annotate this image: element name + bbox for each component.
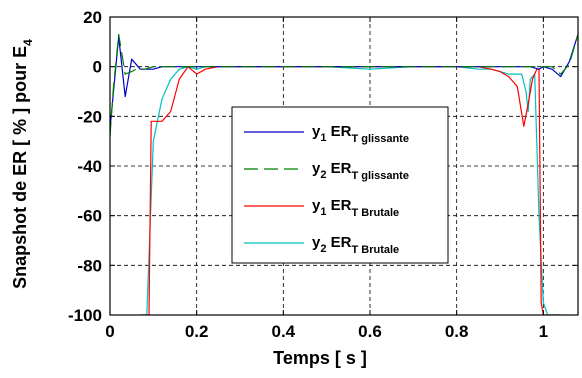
legend-label-var-sub: 1 [320, 132, 326, 144]
legend-label-var-sub: 2 [320, 169, 326, 181]
y-axis-label: Snapshot de ER [ % ] pour E4 [10, 39, 35, 289]
legend-label-er-sub: T Brutale [351, 244, 399, 256]
legend-label-er-sub: T glissante [351, 133, 408, 145]
y-axis-label-main: Snapshot de ER [ % ] pour E [10, 46, 30, 289]
legend-label-er: ER [326, 160, 351, 177]
legend-box [231, 106, 449, 264]
x-tick-label: 1 [539, 322, 548, 341]
y-tick-labels: 20 0 -20 -40 -60 -80 -100 [68, 8, 102, 325]
y-tick-label: 20 [83, 8, 102, 27]
x-tick-label: 0.4 [272, 322, 296, 341]
legend-label-3: y1 ERT Brutale [312, 197, 399, 219]
legend-label-er: ER [326, 123, 351, 140]
legend-label-var-sub: 2 [320, 243, 326, 255]
legend-label-var: y [312, 197, 321, 214]
x-tick-label: 0.2 [185, 322, 209, 341]
x-tick-label: 0.8 [445, 322, 469, 341]
legend-label-var: y [312, 160, 321, 177]
y-axis-label-subscript: 4 [21, 39, 35, 46]
legend-label-var: y [312, 123, 321, 140]
legend-label-er-sub: T glissante [351, 170, 408, 182]
legend-label-er: ER [326, 234, 351, 251]
legend-label-1: y1 ERT glissante [312, 123, 409, 145]
x-tick-label: 0 [105, 322, 114, 341]
y-tick-label: -80 [77, 256, 102, 275]
x-tick-label: 0.6 [358, 322, 382, 341]
plot-lines [110, 33, 578, 315]
y-tick-label: -20 [77, 107, 102, 126]
x-tick-labels: 0 0.2 0.4 0.6 0.8 1 [105, 322, 548, 341]
legend-label-2: y2 ERT glissante [312, 160, 409, 182]
legend-label-4: y2 ERT Brutale [312, 234, 399, 256]
legend-label-er-sub: T Brutale [351, 207, 399, 219]
series-line-2 [110, 33, 578, 137]
y-tick-label: 0 [93, 58, 102, 77]
legend-label-er: ER [326, 197, 351, 214]
axis-ticks [109, 16, 578, 316]
legend-label-var-sub: 1 [320, 206, 326, 218]
y-tick-label: -100 [68, 306, 102, 325]
legend-label-var: y [312, 234, 321, 251]
series-line-1 [110, 34, 578, 129]
y-tick-label: -40 [77, 157, 102, 176]
x-axis-label: Temps [ s ] [273, 348, 367, 368]
y-tick-label: -60 [77, 207, 102, 226]
